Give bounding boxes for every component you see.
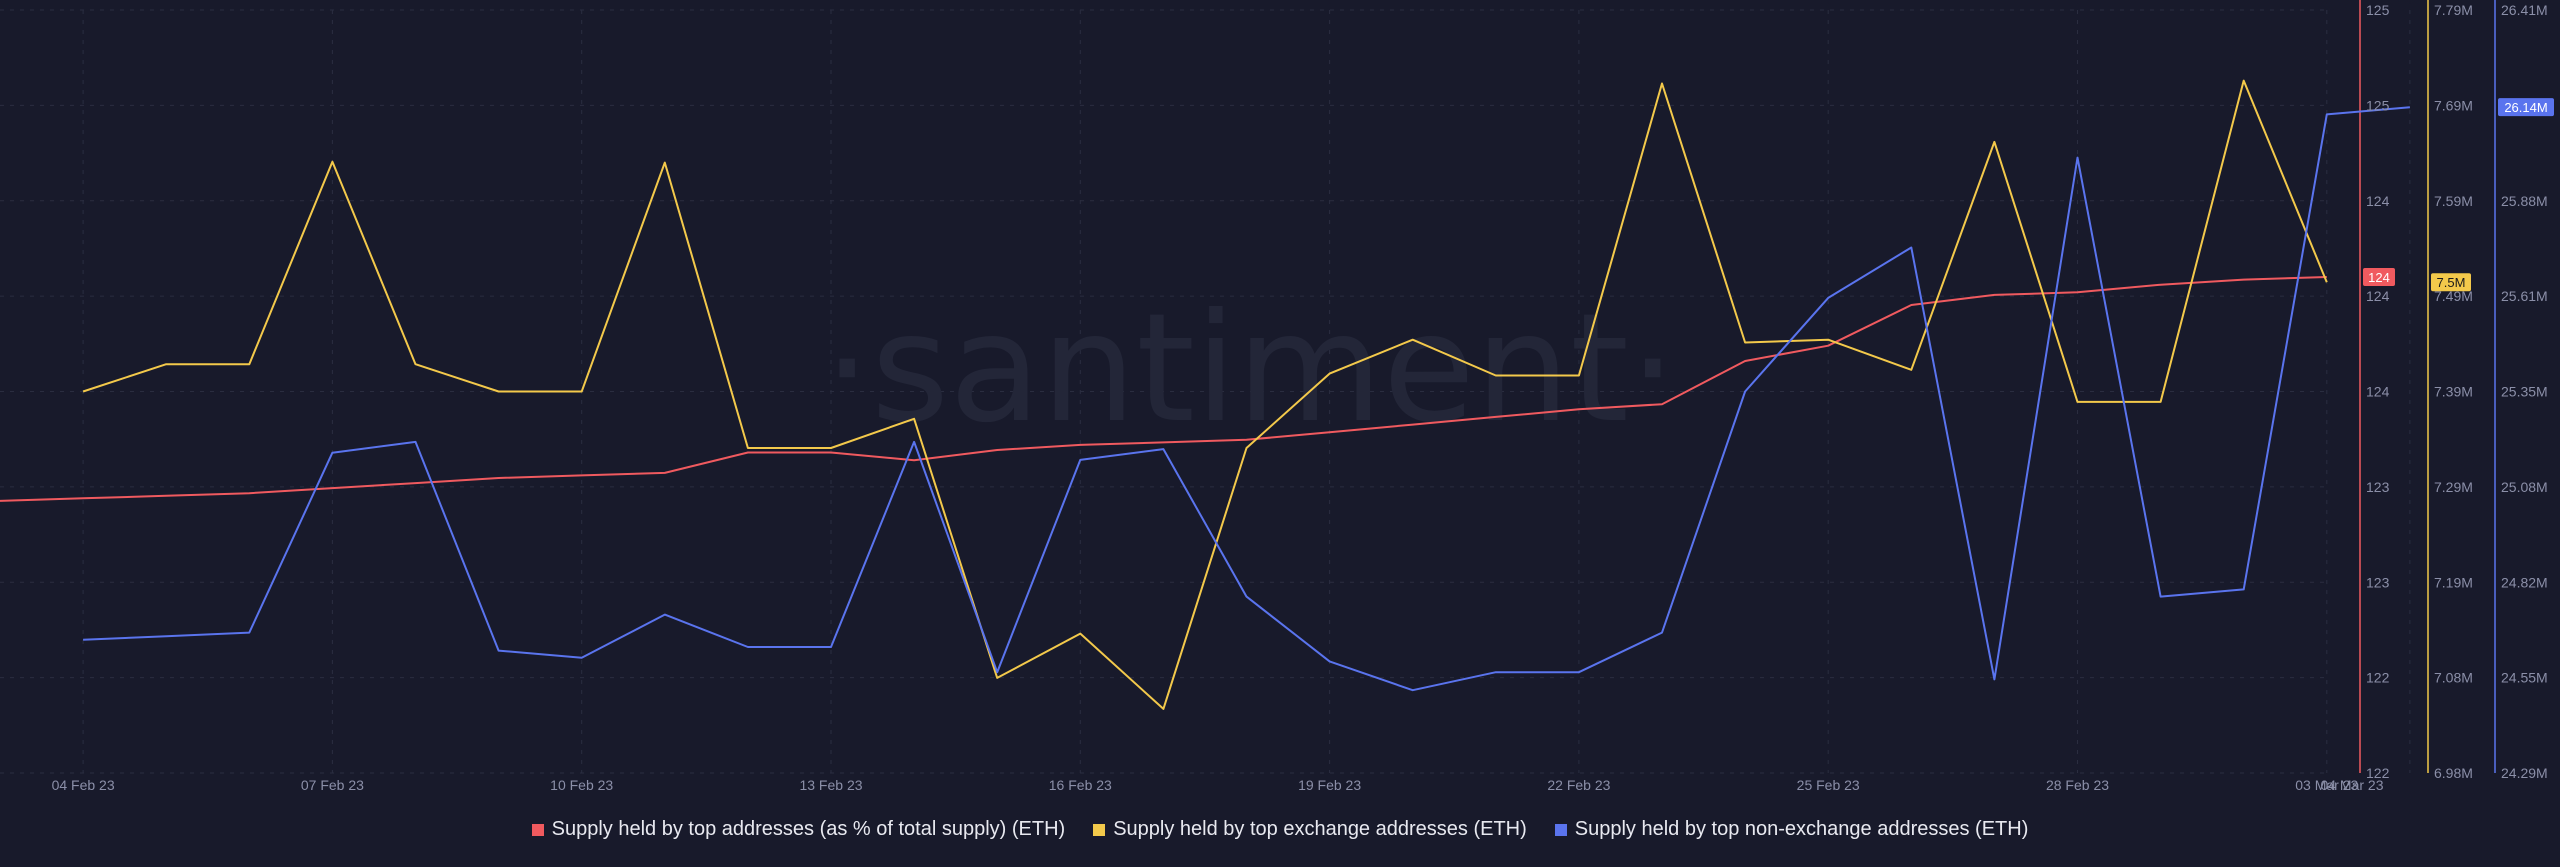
y-tick-label-red: 125	[2366, 97, 2390, 113]
y-tick-label-red: 125	[2366, 2, 2390, 18]
legend-label: Supply held by top non-exchange addresse…	[1574, 818, 2029, 840]
series-lines	[0, 79, 2410, 710]
legend-swatch-blue	[1554, 823, 1567, 836]
series-line-blue	[83, 106, 2410, 692]
x-axis-ticks: 04 Feb 23 07 Feb 23 10 Feb 23 13 Feb 23 16 F…	[52, 777, 2384, 793]
y-tick-label-red: 123	[2366, 479, 2390, 495]
grid-lines	[0, 9, 2411, 774]
legend-item-non-exchange-addresses[interactable]: Supply held by top non-exchange addresse…	[1554, 818, 2029, 841]
y-tick-label-blue: 24.82M	[2501, 574, 2548, 590]
y-tick-label-yellow: 7.29M	[2434, 479, 2473, 495]
legend: Supply held by top addresses (as % of to…	[0, 818, 2560, 841]
x-tick-label: 19 Feb 23	[1298, 777, 1361, 793]
y-tick-label-yellow: 7.69M	[2434, 97, 2473, 113]
current-value-label-yellow: 7.5M	[2437, 275, 2466, 290]
x-tick-label: 10 Feb 23	[550, 777, 613, 793]
y-tick-label-yellow: 7.49M	[2434, 288, 2473, 304]
series-line-yellow	[82, 79, 2328, 710]
legend-label: Supply held by top addresses (as % of to…	[551, 818, 1066, 840]
y-tick-label-blue: 24.29M	[2501, 765, 2548, 781]
legend-item-exchange-addresses[interactable]: Supply held by top exchange addresses (E…	[1093, 818, 1527, 841]
y-axis-ticks: 125 125 124 124 124 123 123 122 122 7.79M 7.69M 7.5…	[2366, 2, 2548, 781]
y-tick-label-yellow: 7.59M	[2434, 193, 2473, 209]
y-tick-label-red: 124	[2366, 384, 2390, 400]
legend-swatch-yellow	[1093, 823, 1106, 836]
series-line-red	[0, 276, 2327, 502]
current-value-label-red: 124	[2368, 270, 2390, 285]
legend-swatch-red	[531, 823, 544, 836]
x-tick-label: 03 Mar 23	[2295, 777, 2358, 793]
y-axis-lines	[2359, 0, 2496, 773]
x-tick-label: 07 Feb 23	[301, 777, 364, 793]
y-tick-label-blue: 25.88M	[2501, 193, 2548, 209]
y-tick-label-blue: 25.35M	[2501, 384, 2548, 400]
x-tick-label: 16 Feb 23	[1049, 777, 1112, 793]
current-value-badge-yellow	[2431, 273, 2471, 292]
y-tick-label-yellow: 7.79M	[2434, 2, 2473, 18]
y-tick-label-yellow: 6.98M	[2434, 765, 2473, 781]
y-tick-label-yellow: 7.08M	[2434, 670, 2473, 686]
y-tick-label-red: 123	[2366, 574, 2390, 590]
legend-label: Supply held by top exchange addresses (E…	[1113, 818, 1527, 840]
y-tick-label-blue: 25.08M	[2501, 479, 2548, 495]
legend-item-top-addresses[interactable]: Supply held by top addresses (as % of to…	[531, 818, 1066, 841]
y-tick-label-red: 122	[2366, 670, 2390, 686]
y-tick-label-red: 124	[2366, 193, 2390, 209]
x-tick-label: 13 Feb 23	[799, 777, 862, 793]
x-tick-label: 04 Mar 23	[2320, 777, 2383, 793]
x-tick-label: 28 Feb 23	[2046, 777, 2109, 793]
y-tick-label-red: 124	[2366, 288, 2390, 304]
y-tick-label-yellow: 7.19M	[2434, 574, 2473, 590]
y-tick-label-blue: 26.41M	[2501, 2, 2548, 18]
current-value-label-blue: 26.14M	[2504, 100, 2547, 115]
y-tick-label-blue: 25.61M	[2501, 288, 2548, 304]
x-tick-label: 25 Feb 23	[1797, 777, 1860, 793]
current-value-badge-blue	[2498, 98, 2554, 117]
y-tick-label-blue: 24.55M	[2501, 670, 2548, 686]
x-tick-label: 22 Feb 23	[1547, 777, 1610, 793]
y-tick-label-red: 122	[2366, 765, 2390, 781]
current-value-badge-red	[2363, 268, 2395, 287]
x-tick-label: 04 Feb 23	[52, 777, 115, 793]
current-value-badges: 124 7.5M 26.14M	[2363, 98, 2554, 292]
y-tick-label-yellow: 7.39M	[2434, 384, 2473, 400]
watermark: ·santiment·	[823, 282, 1676, 456]
